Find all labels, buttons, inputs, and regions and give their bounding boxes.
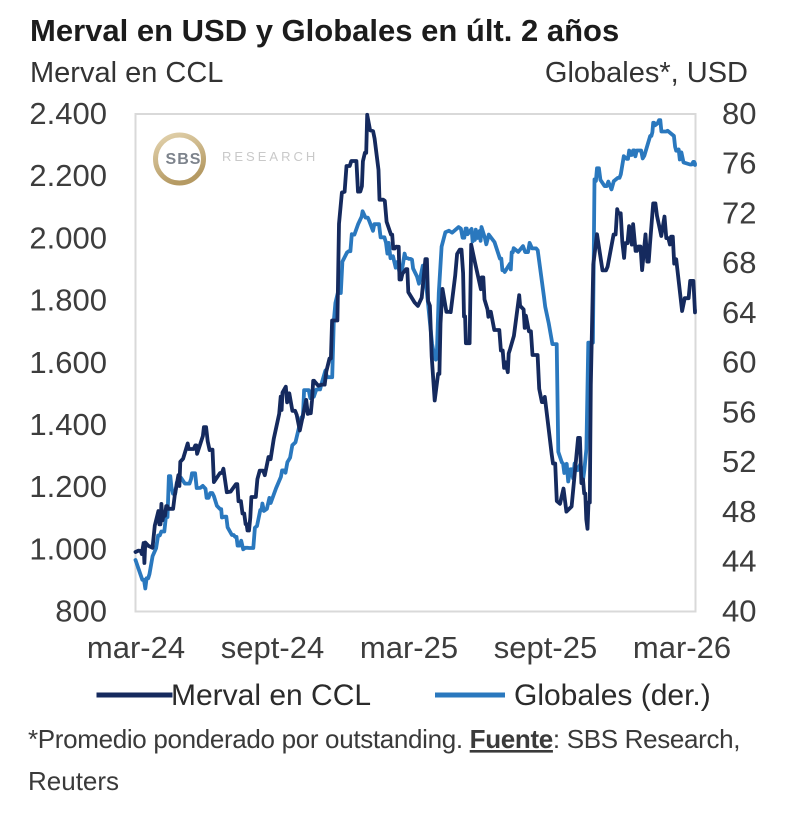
svg-text:2.200: 2.200 <box>29 158 107 193</box>
svg-text:64: 64 <box>722 295 756 330</box>
svg-text:2.000: 2.000 <box>29 220 107 255</box>
svg-text:56: 56 <box>722 395 756 430</box>
svg-text:RESEARCH: RESEARCH <box>222 149 318 164</box>
svg-text:1.600: 1.600 <box>29 345 107 380</box>
svg-text:*Promedio ponderado por outsta: *Promedio ponderado por outstanding. Fue… <box>28 724 740 754</box>
svg-text:Globales*, USD: Globales*, USD <box>545 57 748 89</box>
svg-text:68: 68 <box>722 245 756 280</box>
svg-text:Merval en CCL: Merval en CCL <box>171 679 371 712</box>
svg-text:52: 52 <box>722 444 756 479</box>
svg-text:44: 44 <box>722 544 756 579</box>
svg-text:1.800: 1.800 <box>29 283 107 318</box>
svg-text:Globales (der.): Globales (der.) <box>514 679 711 712</box>
svg-text:1.200: 1.200 <box>29 469 107 504</box>
svg-text:40: 40 <box>722 594 756 629</box>
svg-text:mar-25: mar-25 <box>360 630 458 665</box>
svg-text:mar-26: mar-26 <box>633 630 731 665</box>
svg-text:sept-25: sept-25 <box>494 630 597 665</box>
svg-text:SBS: SBS <box>166 151 202 168</box>
svg-text:80: 80 <box>722 96 756 131</box>
svg-text:Reuters: Reuters <box>28 766 119 796</box>
svg-text:sept-24: sept-24 <box>221 630 324 665</box>
svg-text:76: 76 <box>722 146 756 181</box>
svg-text:72: 72 <box>722 196 756 231</box>
svg-text:800: 800 <box>55 594 107 629</box>
svg-text:Merval en USD y Globales en úl: Merval en USD y Globales en últ. 2 años <box>30 13 619 48</box>
svg-text:Merval en CCL: Merval en CCL <box>30 57 223 89</box>
svg-text:mar-24: mar-24 <box>87 630 185 665</box>
svg-text:2.400: 2.400 <box>29 96 107 131</box>
svg-text:1.000: 1.000 <box>29 531 107 566</box>
svg-text:48: 48 <box>722 494 756 529</box>
svg-text:1.400: 1.400 <box>29 407 107 442</box>
svg-text:60: 60 <box>722 345 756 380</box>
